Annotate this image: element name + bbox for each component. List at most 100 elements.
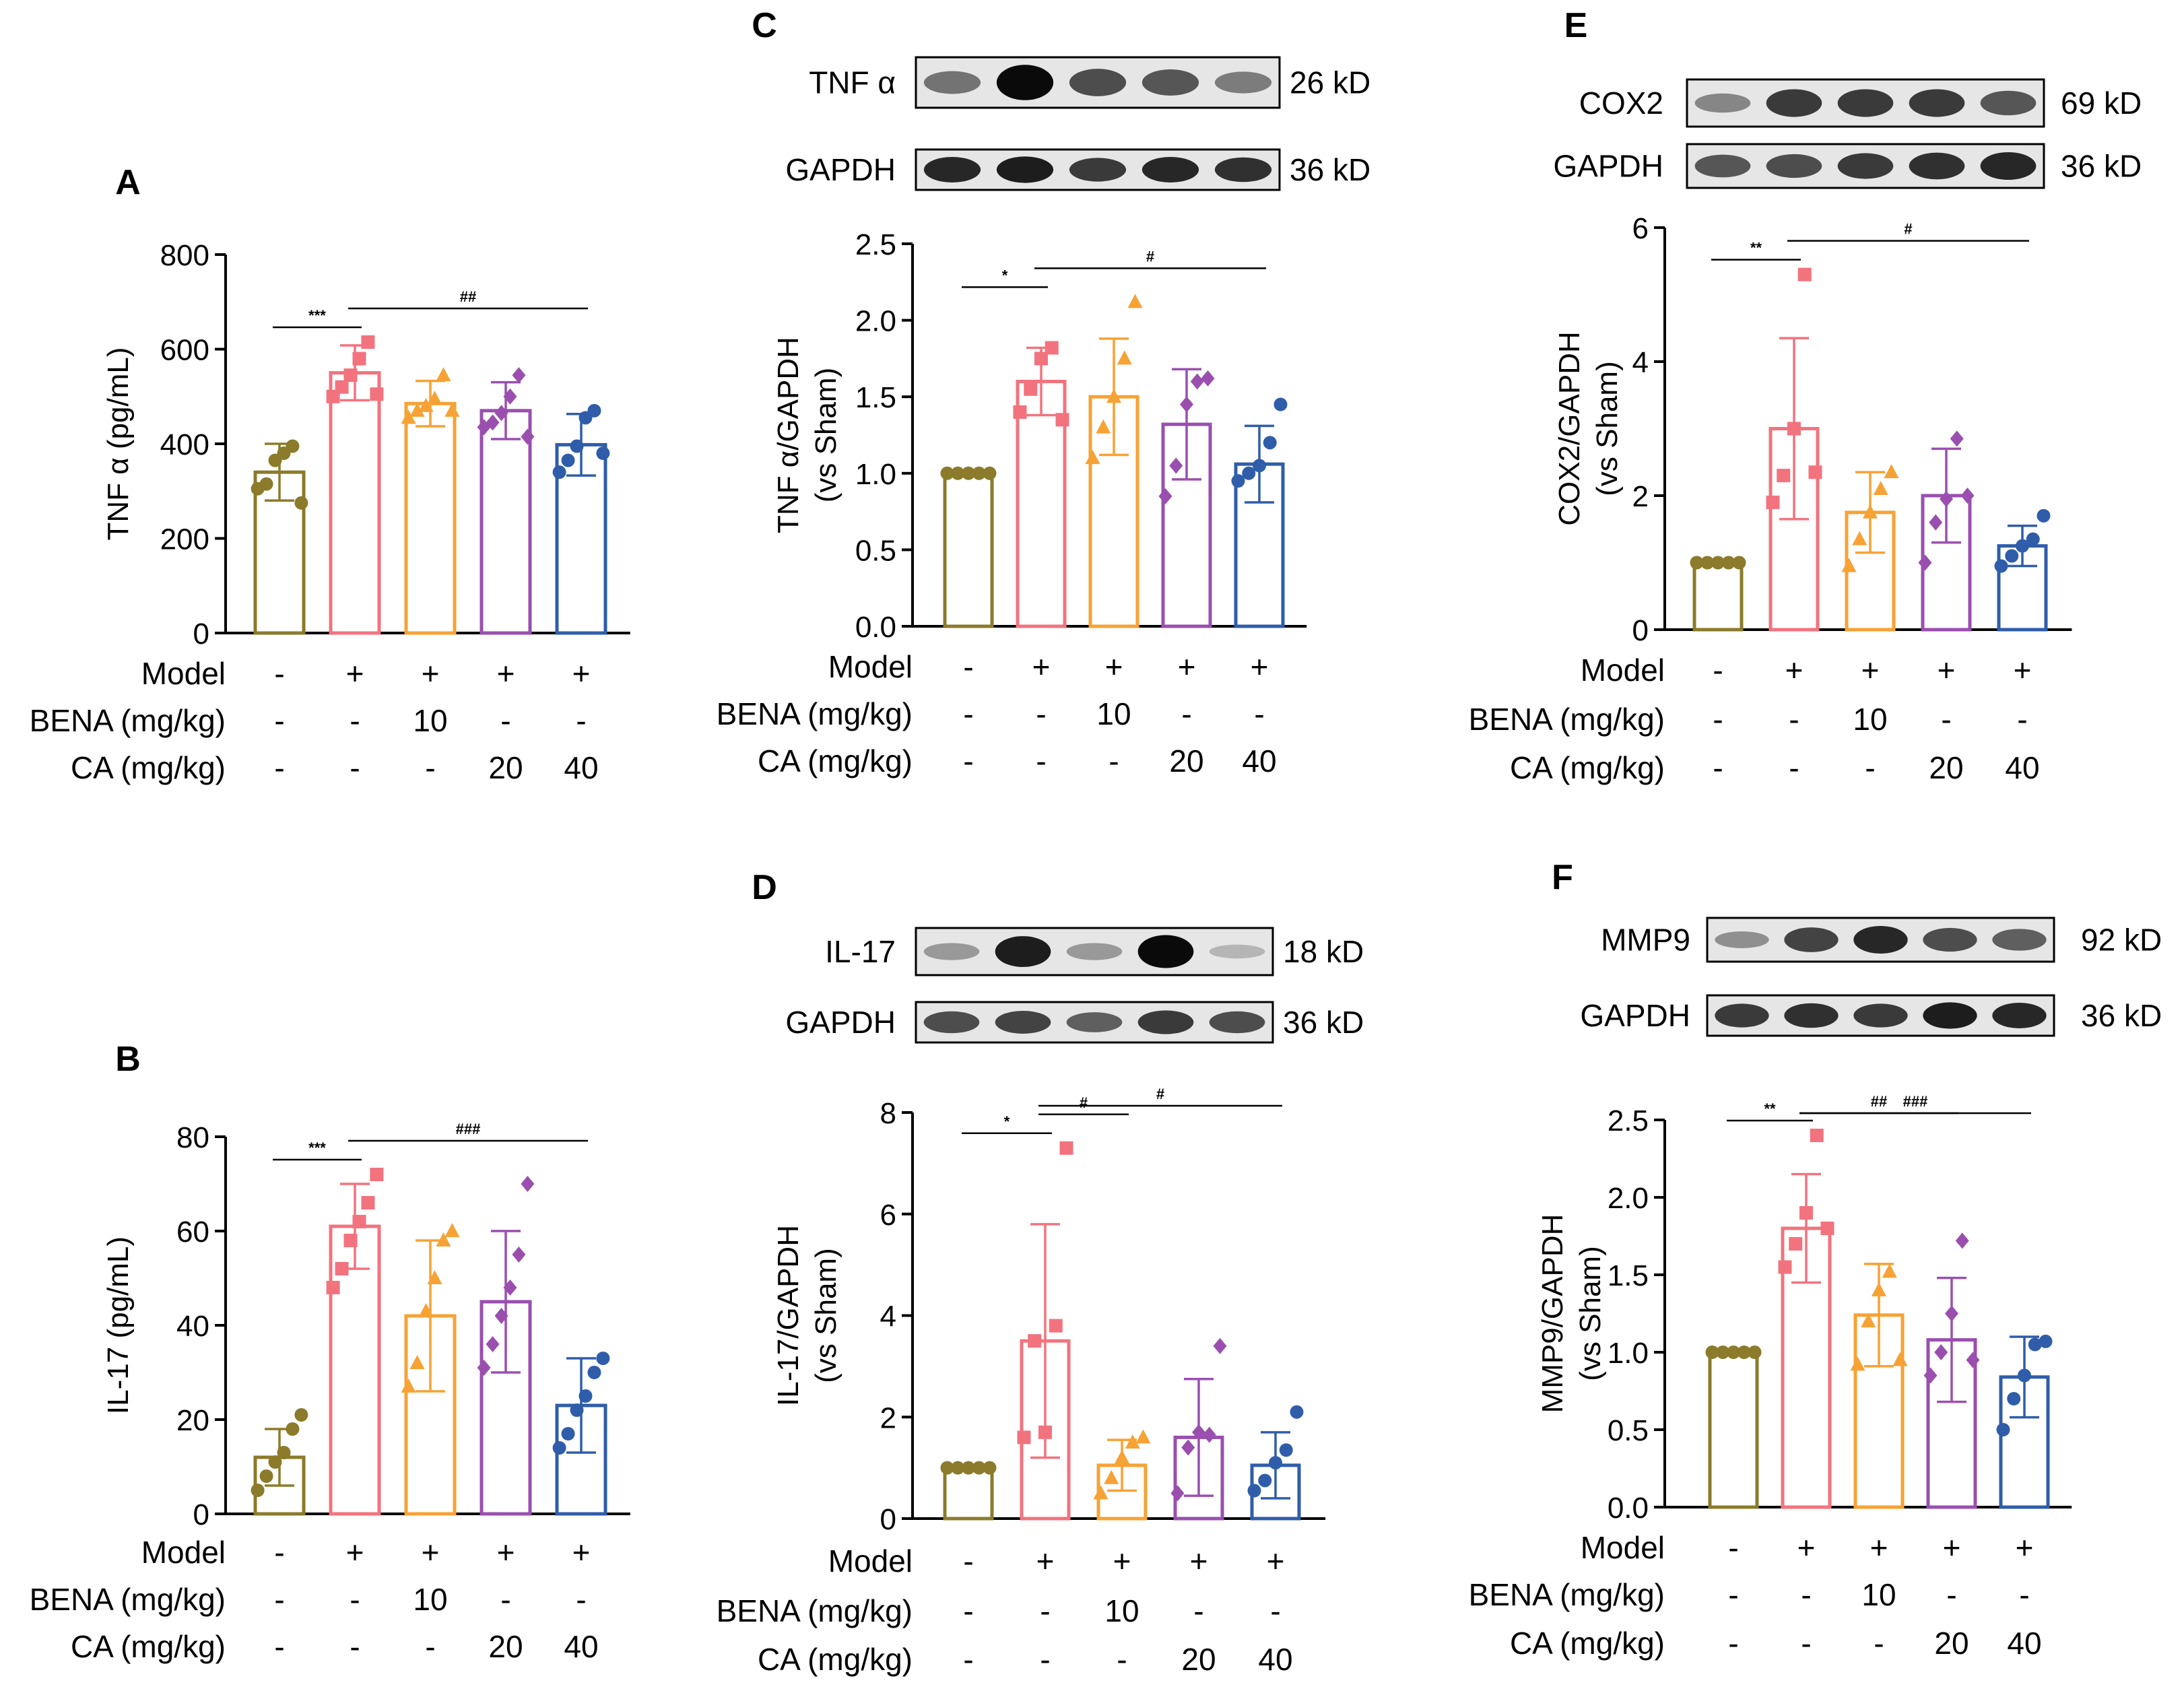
blot-band [1214,157,1272,182]
treatment-cell: + [1105,649,1123,684]
data-point [2026,532,2040,546]
data-point [521,428,535,445]
blot-row-gapdh: GAPDH 36 kD [785,148,1370,191]
data-point [1918,554,1932,571]
y-tick-label: 0.0 [855,611,896,644]
y-axis-label: (vs Sham) [809,368,842,502]
data-point [361,335,375,349]
blot-kd-label: 36 kD [2081,998,2162,1033]
treatment-cell: - [2017,702,2027,737]
data-point [552,1441,566,1455]
treatment-row-label: CA (mg/kg) [71,750,226,785]
blot-protein-label: IL-17 [825,934,896,969]
treatment-row-label: CA (mg/kg) [71,1629,226,1664]
bar-group-3 [1158,368,1215,628]
bar-group-2 [401,1223,460,1516]
significance-label: * [1002,267,1008,284]
y-tick-label: 80 [176,1121,209,1154]
treatment-cell: - [1713,702,1723,737]
blot-band [923,1011,980,1034]
treatment-cell: - [2019,1577,2029,1612]
y-tick-label: 400 [160,428,209,461]
blot-row-mmp9: MMP9 92 kD [1601,917,2162,963]
data-point [335,380,349,394]
y-tick-label: 1.5 [1608,1259,1649,1292]
data-point [1700,556,1715,570]
significance-label: # [1146,248,1154,265]
treatment-cell: 40 [1258,1642,1292,1677]
data-point [1253,459,1266,473]
data-point [294,1408,308,1422]
blot-band [1766,89,1822,117]
treatment-cell: - [1801,1626,1811,1661]
data-point [2039,1334,2053,1348]
panel-b: B 0 20 40 60 80 IL-17 (pg/mL) *** ### Model - + + + + B… [30,1040,630,1664]
treatment-row-label: BENA (mg/kg) [1469,1577,1665,1612]
data-point [1279,1443,1293,1457]
data-point [1290,1405,1304,1419]
data-point [259,1469,273,1483]
blot-band [1837,153,1894,179]
blot-band [1209,1011,1265,1034]
blot-protein-label: GAPDH [785,152,896,187]
significance-label: ## [460,288,476,305]
bar-group-3 [1170,1337,1227,1521]
treatment-cell: + [497,656,515,691]
blot-kd-label: 69 kD [2061,86,2142,121]
significance-bracket: # [1787,221,2029,242]
treatment-cell: + [1113,1543,1131,1579]
treatment-cell: - [1874,1626,1884,1661]
data-point [1810,1129,1824,1142]
blot-row-cox2: COX2 69 kD [1579,78,2142,128]
y-tick-label: 2.5 [1608,1104,1649,1137]
data-point [1231,474,1245,488]
panel-f: F MMP9 92 kD GAPDH 36 kD 0.0 0.5 1.0 1.5 2.0 2.5 MM… [1469,858,2162,1661]
treatment-cell: 10 [1861,1577,1896,1612]
y-tick-label: 1.0 [1608,1337,1649,1370]
data-point [444,402,460,417]
y-tick-label: 60 [176,1216,209,1249]
treatment-cell: - [1789,750,1799,785]
data-point [1269,1456,1282,1470]
data-point [972,466,986,480]
data-point [1797,267,1812,281]
treatment-cell: + [497,1535,515,1570]
treatment-cell: - [963,649,973,684]
treatment-cell: - [350,1629,360,1664]
data-point [1201,370,1215,387]
data-point [409,402,425,417]
treatment-cell: + [422,656,440,691]
blot-band [1923,1002,1977,1029]
treatment-row-label: CA (mg/kg) [1510,750,1665,785]
significance-label: # [1080,1094,1088,1111]
data-point [1737,1346,1751,1359]
data-point [561,453,575,467]
data-point [951,1461,965,1475]
blot-band [1837,89,1894,117]
bar-group-2 [1841,464,1899,632]
blot-band [1214,71,1272,94]
treatment-row-label: Model [828,649,913,684]
treatment-cell: 40 [564,750,598,785]
data-point [370,1168,384,1181]
treatment-cell: - [1728,1530,1738,1565]
y-axis-label: MMP9/GAPDH [1536,1214,1569,1414]
data-point [343,1234,358,1247]
treatment-cell: - [274,656,284,691]
panel-letter: D [752,868,777,907]
blot-band [1853,1003,1908,1028]
treatment-cell: - [963,743,973,778]
treatment-cell: - [350,703,360,738]
bar-group-3 [1923,1232,1980,1509]
bar [1692,561,1744,632]
data-point [1960,488,1975,504]
y-axis-label: (vs Sham) [809,1248,842,1383]
data-point [1045,341,1059,355]
y-tick-label: 6 [880,1199,896,1232]
y-tick-label: 800 [160,239,209,272]
data-point [1169,457,1183,474]
data-point [1955,1232,1969,1249]
treatment-cell: - [576,1582,586,1617]
treatment-cell: 10 [1104,1593,1139,1628]
blot-protein-label: TNF α [809,65,896,100]
